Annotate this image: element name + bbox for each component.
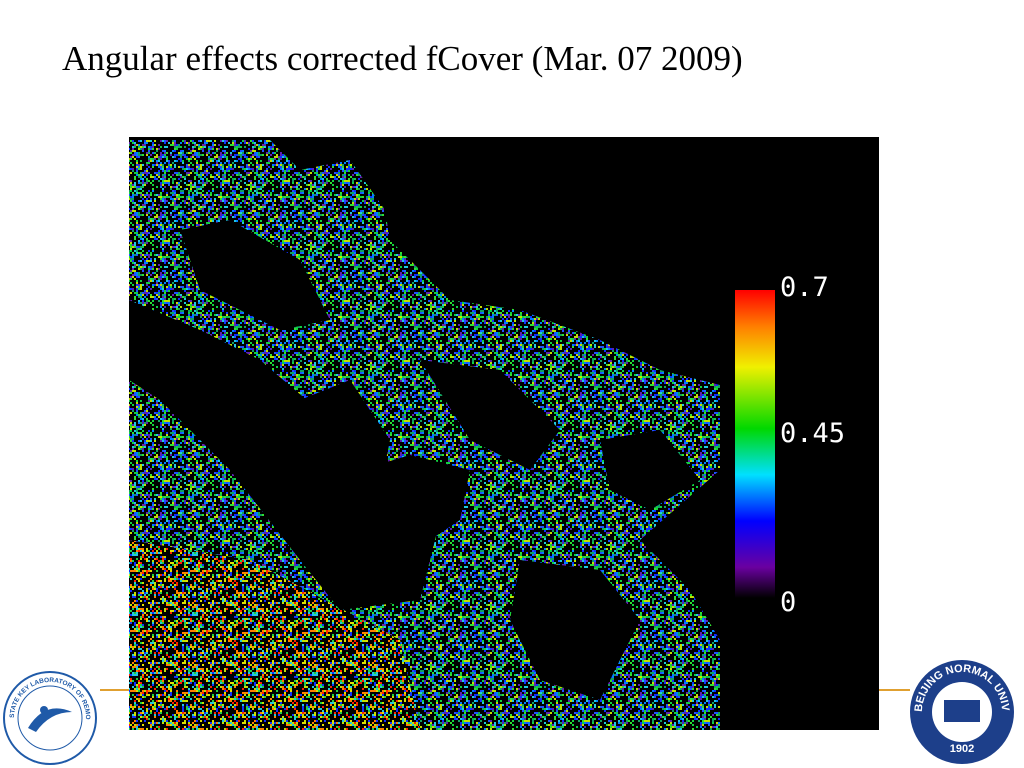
- colorbar-label: 0.45: [780, 418, 845, 449]
- colorbar-label: 0: [780, 587, 796, 618]
- colorbar: [735, 290, 775, 598]
- logo-left: STATE KEY LABORATORY OF REMOTE SENSING S…: [0, 0, 97, 765]
- logo-year: 1902: [950, 743, 974, 755]
- logo-text: STATE KEY LABORATORY OF REMOTE SENSING S…: [0, 0, 91, 720]
- colorbar-label: 0.7: [780, 272, 829, 303]
- slide-title: Angular effects corrected fCover (Mar. 0…: [62, 39, 743, 78]
- logo-text-path: STATE KEY LABORATORY OF REMOTE SENSING S…: [0, 0, 91, 720]
